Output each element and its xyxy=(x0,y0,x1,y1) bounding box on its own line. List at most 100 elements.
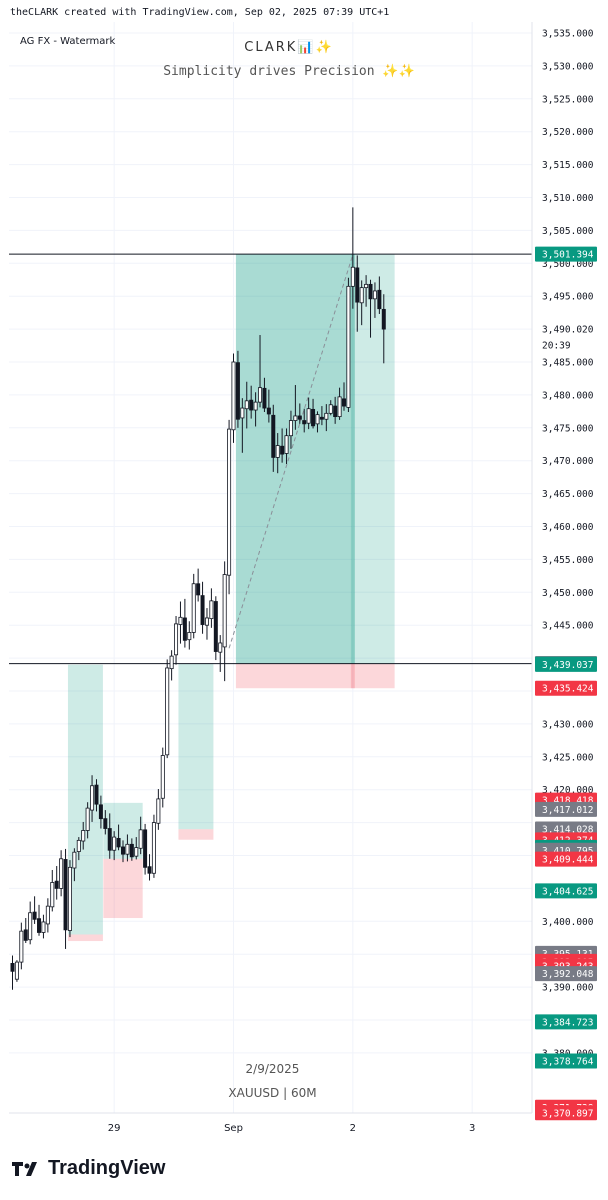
time-tick-label: 29 xyxy=(108,1123,121,1134)
candle-body xyxy=(121,846,126,855)
price-label-text: 3,490.020 xyxy=(542,324,594,335)
price-tick-label: 3,400.000 xyxy=(542,917,594,928)
candle-body xyxy=(90,785,95,811)
price-label-badge xyxy=(535,1053,597,1069)
candle-body xyxy=(98,804,103,820)
candle-body xyxy=(253,401,258,411)
position-stop-zone xyxy=(235,663,355,689)
candle-body xyxy=(359,287,364,304)
price-tick-label: 3,480.000 xyxy=(542,390,594,401)
position-stop-zone xyxy=(67,934,103,942)
candle-body xyxy=(258,387,263,403)
candle-body xyxy=(231,361,236,431)
time-tick-label: 3 xyxy=(469,1123,475,1134)
candle-body xyxy=(125,843,130,855)
price-label-text: 20:39 xyxy=(542,340,571,351)
candle-body xyxy=(315,414,320,425)
position-stop-zone xyxy=(103,858,143,919)
candle-body xyxy=(227,428,232,576)
price-label-text: 3,392.048 xyxy=(542,969,594,980)
candle-body xyxy=(381,308,386,330)
price-tick-label: 3,530.000 xyxy=(542,61,594,72)
price-label-text: 3,418.418 xyxy=(542,796,594,807)
candle-body xyxy=(249,399,254,411)
time-tick-label: 2 xyxy=(350,1123,356,1134)
grid xyxy=(9,22,532,1113)
candle-body xyxy=(262,387,267,409)
candle-body xyxy=(103,818,108,829)
candle-body xyxy=(169,655,174,670)
candle-body xyxy=(41,921,46,933)
long-position xyxy=(235,254,355,689)
candle-body xyxy=(244,400,249,410)
candle-body xyxy=(28,912,33,941)
candle-body xyxy=(10,963,15,972)
price-label-text: 3,414.028 xyxy=(542,824,594,835)
candle-body xyxy=(319,416,324,420)
price-label-text: 3,378.764 xyxy=(542,1057,594,1068)
price-label-text: 3,435.424 xyxy=(542,684,594,695)
candle-body xyxy=(364,283,369,289)
candle-body xyxy=(67,866,72,931)
price-tick-label: 3,445.000 xyxy=(542,621,594,632)
candle-body xyxy=(222,574,227,648)
price-label-text: 3,439.037 xyxy=(542,660,593,671)
candle-body xyxy=(19,930,24,963)
position-target-zone xyxy=(350,254,395,664)
candle-body xyxy=(346,285,351,408)
price-tick-label: 3,420.000 xyxy=(542,785,594,796)
projection-line xyxy=(228,254,354,649)
price-tick-label: 3,515.000 xyxy=(542,160,594,171)
candle-body xyxy=(160,755,165,799)
price-tick-label: 3,460.000 xyxy=(542,522,594,533)
candle-body xyxy=(368,283,373,300)
price-tick-label: 3,505.000 xyxy=(542,226,594,237)
candle-body xyxy=(23,929,28,941)
candle-body xyxy=(129,843,134,858)
candle-body xyxy=(341,398,346,407)
candle-body xyxy=(14,961,19,980)
price-label-text: 3,417.012 xyxy=(542,805,593,816)
brand-text: CLARK📊✨ xyxy=(244,40,334,55)
candle-body xyxy=(94,784,99,805)
candle-body xyxy=(37,918,42,933)
price-tick-label: 3,475.000 xyxy=(542,423,594,434)
candle-body xyxy=(147,866,152,874)
tradingview-icon xyxy=(12,1161,37,1176)
long-position xyxy=(350,254,395,689)
price-tick-label: 3,430.000 xyxy=(542,719,594,730)
pair-watermark: XAUUSD | 60M xyxy=(228,1086,317,1100)
price-tick-label: 3,500.000 xyxy=(542,259,594,270)
long-position xyxy=(178,664,214,840)
candle-body xyxy=(178,616,183,625)
candle-body xyxy=(112,836,117,851)
price-tick-label: 3,495.000 xyxy=(542,292,594,303)
candle-body xyxy=(76,839,81,852)
candle-body xyxy=(302,420,307,425)
price-label-text: 3,501.394 xyxy=(542,250,594,261)
candle-body xyxy=(151,822,156,874)
price-label-badge xyxy=(535,656,597,672)
tradingview-logo[interactable]: TradingView xyxy=(12,1157,165,1180)
candle-body xyxy=(107,828,112,851)
price-label-badge xyxy=(535,1014,597,1030)
candle-body xyxy=(138,829,143,849)
candle-body xyxy=(116,837,121,848)
candle-body xyxy=(50,882,55,908)
candle-body xyxy=(143,829,148,868)
candle-body xyxy=(45,905,50,925)
price-tick-label: 3,520.000 xyxy=(542,127,594,138)
candle-body xyxy=(240,407,245,419)
candle-body xyxy=(54,880,59,889)
candle-body xyxy=(275,445,280,458)
candle-body xyxy=(337,396,342,418)
candle-body xyxy=(355,267,360,303)
price-label-badge xyxy=(535,246,597,262)
tagline-text: Simplicity drives Precision ✨✨ xyxy=(163,64,415,79)
price-label-text: 3,370.897 xyxy=(542,1108,593,1119)
brand-line: CLARK📊✨ xyxy=(0,40,608,55)
candle-body xyxy=(235,362,240,420)
time-axis: 29 Sep 2 3 xyxy=(9,1112,532,1134)
candle-body xyxy=(174,623,179,656)
